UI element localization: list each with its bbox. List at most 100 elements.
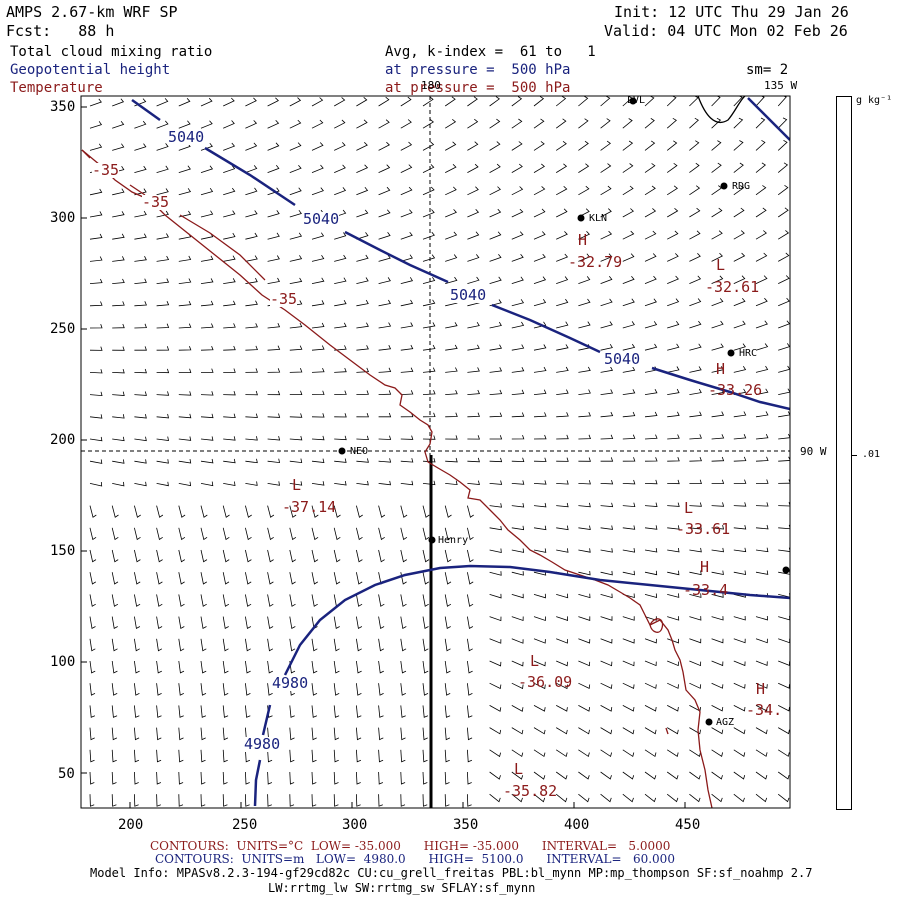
wind-barb: [733, 682, 746, 689]
wind-barb: [733, 727, 746, 735]
wind-barb: [622, 616, 635, 621]
wind-barb: [755, 207, 767, 218]
wind-barb: [222, 505, 230, 518]
wind-barb: [777, 162, 789, 173]
y-tick-150: 150: [50, 543, 76, 559]
wind-barb: [489, 616, 502, 622]
wind-barb: [733, 117, 744, 129]
wind-barb: [644, 230, 657, 240]
wind-barb: [134, 594, 141, 607]
wind-barb: [755, 230, 767, 240]
wind-barb: [400, 683, 406, 696]
wind-barb: [533, 457, 547, 462]
wind-barb: [711, 727, 724, 735]
wind-barb: [444, 572, 452, 585]
wind-barb: [311, 119, 324, 129]
wind-barb: [511, 525, 525, 531]
wind-barb: [334, 481, 347, 486]
wind-barb: [111, 683, 118, 696]
wind-barb: [378, 322, 392, 329]
wind-barb: [689, 411, 702, 418]
wind-barb: [334, 164, 346, 173]
wind-barb: [666, 162, 678, 173]
wind-barb: [289, 749, 295, 763]
wind-barb: [378, 660, 384, 674]
wind-barb: [178, 120, 191, 129]
wind-barb: [156, 233, 170, 240]
wind-barb: [378, 505, 386, 518]
wind-barb: [467, 186, 479, 196]
wind-barb: [111, 749, 117, 763]
wind-barb: [267, 232, 280, 240]
wind-barb: [555, 163, 568, 173]
wind-barb: [222, 794, 228, 807]
wind-barb: [533, 298, 547, 307]
wind-barb: [533, 141, 545, 151]
wind-barb: [733, 502, 747, 507]
wind-barb: [112, 120, 125, 129]
wind-barb: [556, 231, 568, 240]
wind-barb: [511, 253, 524, 262]
wind-barb: [511, 412, 525, 418]
wind-barb: [644, 298, 657, 307]
wind-barb: [222, 594, 230, 607]
wind-barb: [111, 727, 118, 741]
wind-barb: [467, 344, 480, 351]
extremum-value-8: -34.: [746, 701, 783, 719]
wind-barb: [156, 727, 162, 741]
wind-barb: [222, 727, 229, 741]
wind-barb: [445, 186, 457, 196]
wind-barb: [578, 231, 590, 240]
wind-barb: [422, 660, 429, 674]
wind-barb: [178, 549, 186, 563]
wind-barb: [467, 412, 480, 418]
wind-barb: [733, 434, 747, 440]
wind-barb: [156, 459, 169, 464]
wind-barb: [667, 411, 680, 418]
wind-barb: [111, 771, 117, 785]
lon-label-180: 180: [421, 79, 441, 92]
wind-barb: [667, 343, 680, 351]
wind-barb: [333, 660, 340, 674]
wind-barb: [666, 771, 679, 780]
wind-barb: [356, 616, 363, 630]
extremum-value-9: -35.82: [503, 782, 558, 800]
wind-barb: [222, 683, 229, 696]
wind-barb: [778, 682, 790, 689]
wind-barb: [533, 96, 545, 107]
wind-barb: [334, 277, 347, 284]
wind-barb: [200, 278, 214, 284]
wind-barb: [422, 164, 435, 173]
wind-barb: [156, 481, 169, 487]
wind-barb: [666, 207, 679, 218]
wind-barb: [245, 683, 251, 696]
wind-barb: [489, 480, 503, 485]
wind-barb: [755, 411, 769, 418]
wind-barb: [289, 164, 302, 173]
wind-barb: [178, 278, 192, 284]
wind-barb: [689, 593, 702, 598]
wind-barb: [200, 638, 207, 652]
station-label-henry: Henry: [438, 535, 469, 546]
wind-barb: [356, 96, 368, 107]
wind-barb: [467, 594, 474, 607]
wind-barb: [689, 140, 700, 151]
wind-barb: [200, 705, 207, 718]
wind-barb: [489, 412, 503, 418]
wind-barb: [511, 389, 525, 395]
wind-barb: [200, 165, 214, 173]
wind-barb: [400, 616, 407, 630]
wind-barb: [156, 143, 169, 151]
wind-barb: [422, 527, 430, 541]
wind-barb: [178, 638, 185, 652]
wind-barb: [333, 749, 339, 763]
wind-barb: [467, 163, 479, 173]
wind-barb: [356, 527, 363, 541]
wind-barb: [755, 705, 768, 712]
wind-barb: [578, 457, 591, 462]
wind-barb: [178, 188, 192, 196]
wind-barb: [89, 188, 103, 196]
wind-barb: [267, 594, 274, 607]
wind-barb: [134, 143, 147, 151]
extremum-value-4: -37.14: [282, 498, 337, 516]
